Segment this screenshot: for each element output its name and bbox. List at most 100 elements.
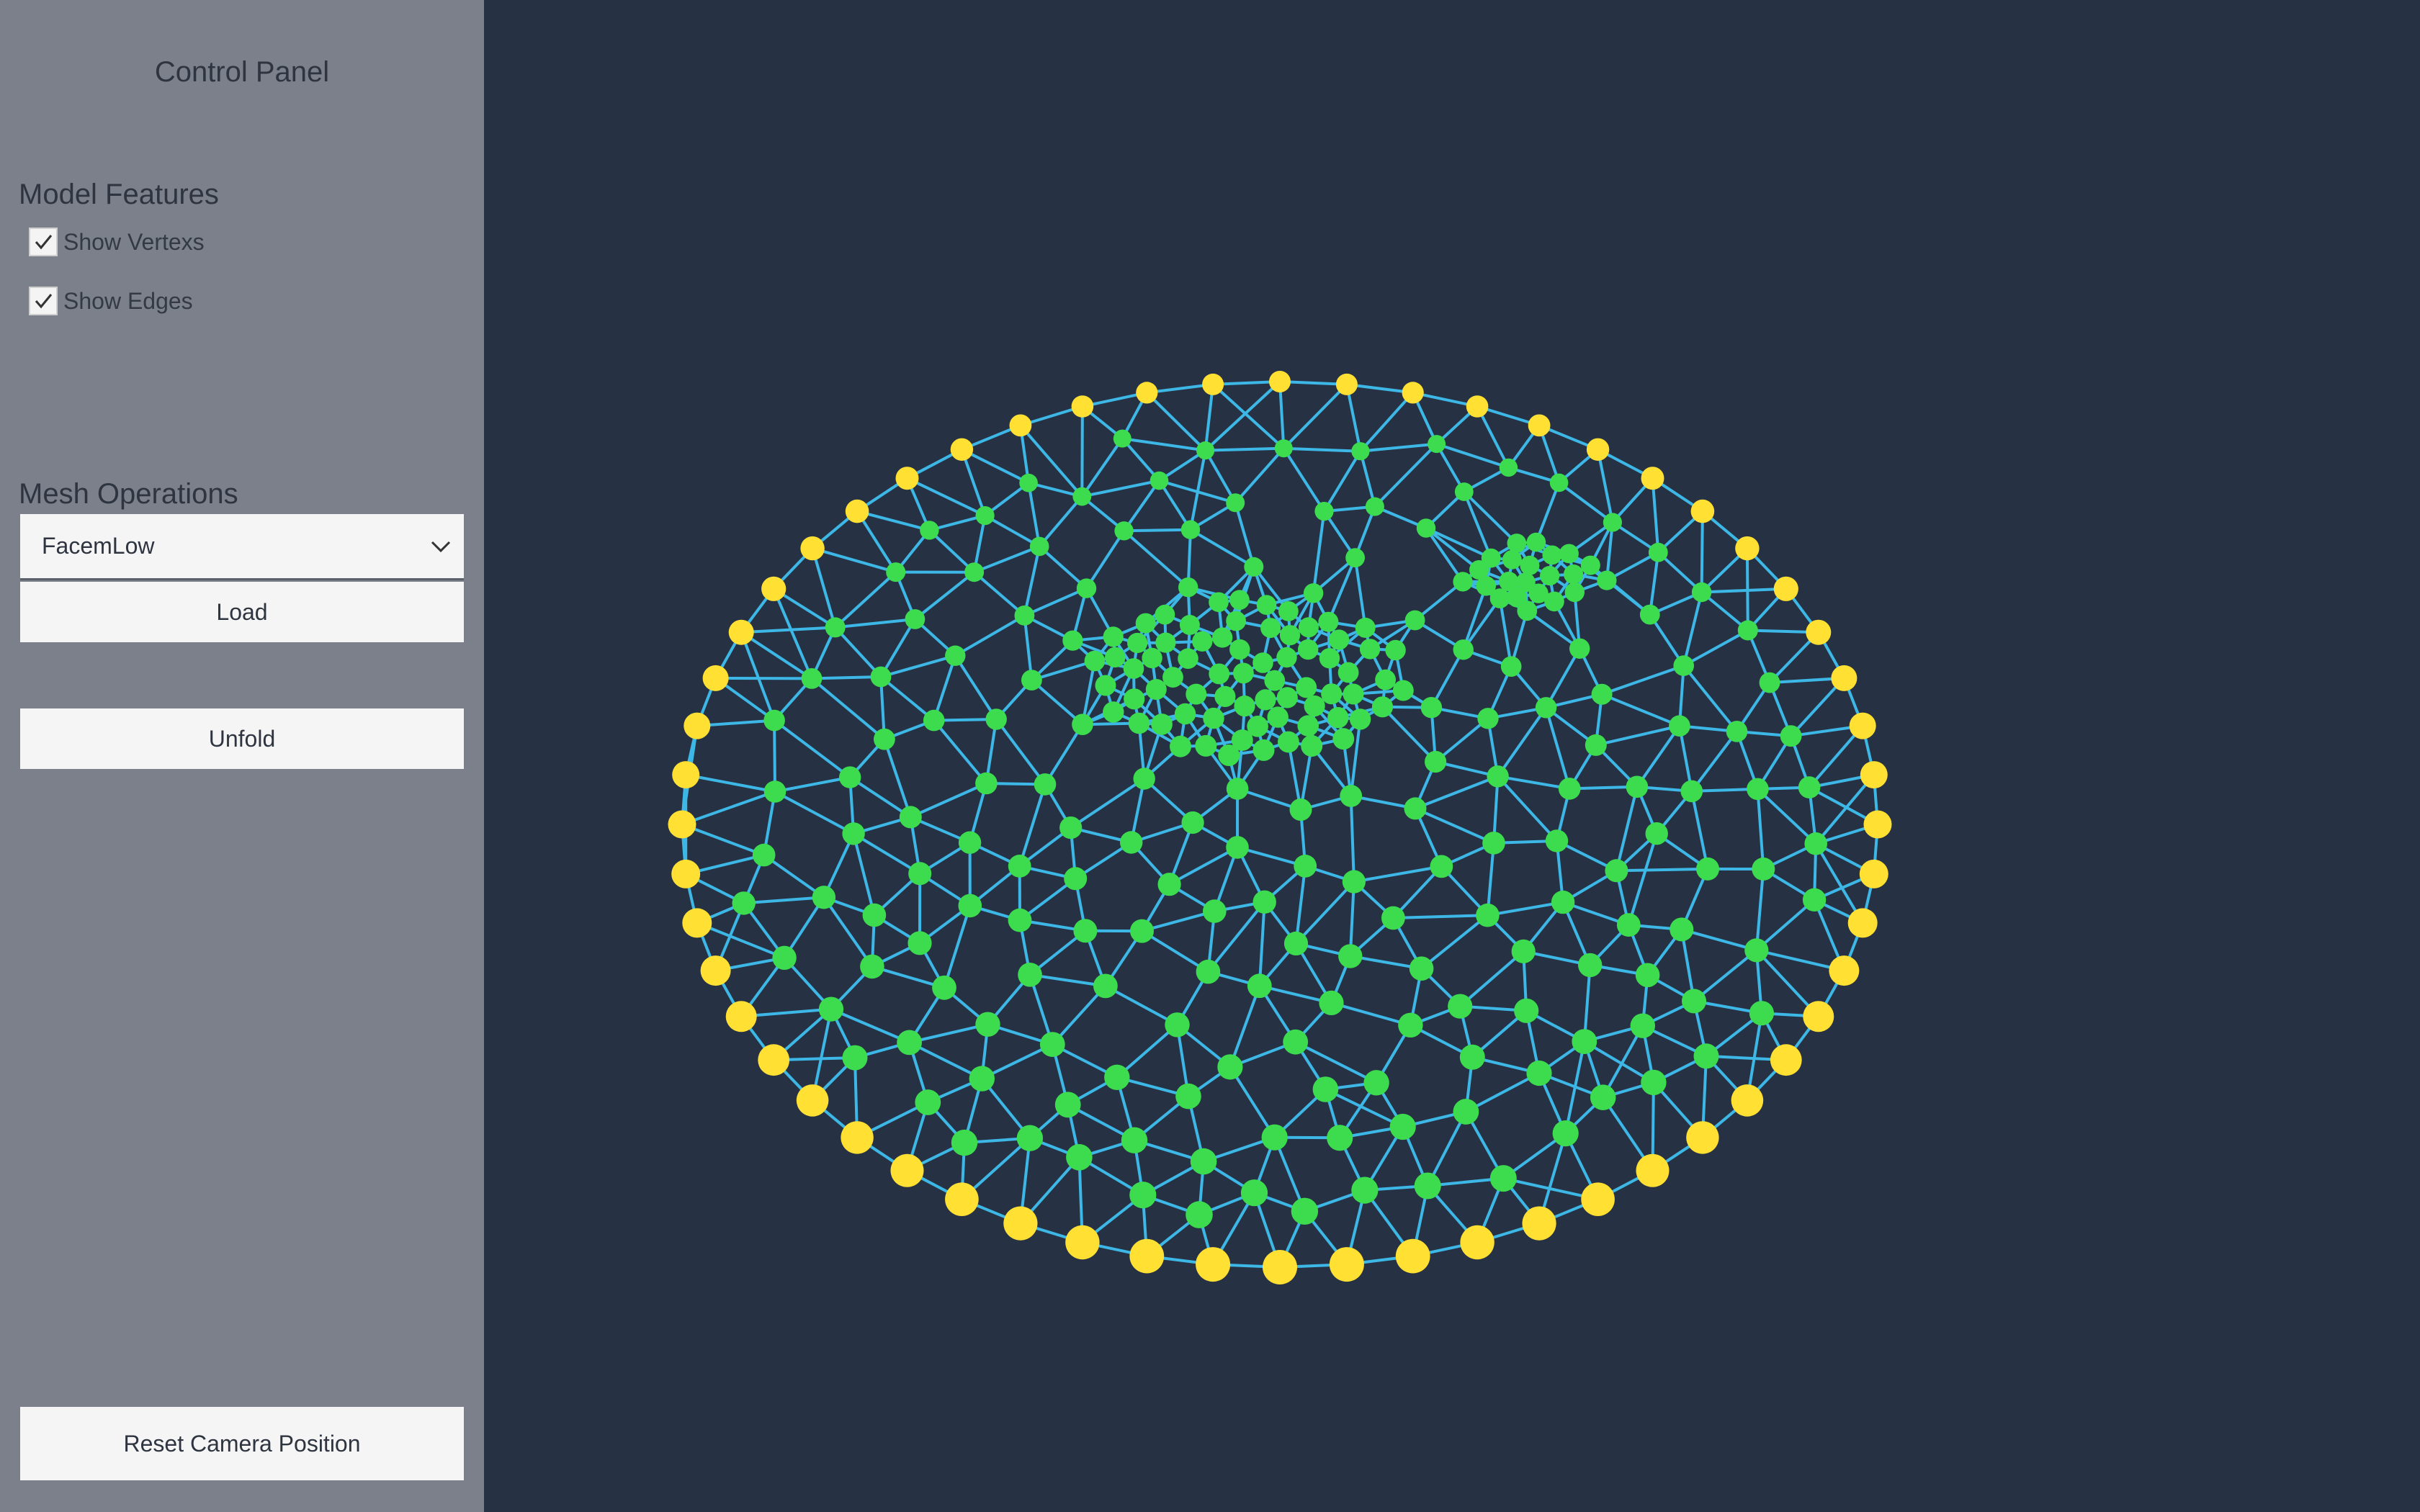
mesh-edge: [1544, 707, 1572, 789]
boundary-vertex: [950, 438, 974, 461]
mesh-edge: [835, 618, 915, 629]
inner-vertex: [1385, 639, 1406, 661]
load-button[interactable]: Load: [20, 582, 464, 642]
inner-vertex: [842, 822, 865, 845]
inner-vertex: [1170, 735, 1191, 757]
mesh-edge: [928, 528, 975, 574]
3d-viewport[interactable]: [484, 0, 2420, 1512]
mesh-edge: [910, 782, 987, 819]
mesh-edge: [1027, 482, 1041, 547]
mesh-edge: [1486, 842, 1495, 916]
inner-vertex: [818, 996, 844, 1022]
boundary-vertex: [1071, 395, 1094, 418]
boundary-vertex: [1402, 382, 1424, 404]
inner-vertex: [1155, 604, 1175, 625]
inner-vertex: [1430, 855, 1453, 878]
inner-vertex: [1217, 1054, 1243, 1080]
boundary-vertex: [800, 536, 825, 561]
inner-vertex: [1630, 1013, 1655, 1038]
inner-vertex: [1103, 626, 1124, 647]
mesh-select-dropdown[interactable]: FacemLow: [20, 514, 464, 580]
inner-vertex: [1572, 1029, 1597, 1054]
inner-vertex: [772, 945, 797, 971]
inner-vertex: [1489, 1165, 1517, 1192]
inner-vertex: [1226, 778, 1249, 800]
inner-vertex: [1349, 708, 1371, 730]
inner-vertex: [1318, 611, 1339, 632]
inner-vertex: [1327, 1125, 1353, 1151]
mesh-edge: [1458, 950, 1525, 1008]
show-edges-toggle[interactable]: Show Edges: [29, 284, 193, 318]
inner-vertex: [1365, 497, 1384, 516]
inner-vertex: [1174, 703, 1196, 725]
mesh-edge: [1157, 480, 1192, 531]
inner-vertex: [1416, 518, 1436, 538]
inner-vertex: [908, 931, 932, 955]
mesh-edge: [1168, 846, 1238, 886]
mesh-edge: [1544, 647, 1581, 708]
mesh-edge: [1757, 788, 1817, 845]
mesh-edge: [1295, 881, 1355, 945]
inner-vertex: [1514, 998, 1539, 1023]
mesh-edge: [1349, 796, 1355, 882]
mesh-edge: [954, 614, 1026, 657]
mesh-edge: [1237, 845, 1306, 868]
inner-vertex: [964, 562, 985, 582]
mesh-edge: [1425, 527, 1464, 583]
inner-vertex: [1029, 536, 1049, 557]
mesh-edge: [1360, 442, 1437, 453]
mesh-edge: [1204, 449, 1237, 504]
mesh-edge: [1497, 775, 1558, 842]
mesh-edge: [1205, 446, 1284, 452]
inner-vertex: [1114, 521, 1134, 541]
inner-vertex: [1066, 1144, 1093, 1171]
mesh-edge: [1601, 1025, 1644, 1099]
inner-vertex: [897, 1030, 922, 1056]
inner-vertex: [1233, 662, 1254, 684]
reset-camera-button[interactable]: Reset Camera Position: [20, 1407, 464, 1480]
boundary-vertex: [1773, 576, 1798, 601]
unfold-button[interactable]: Unfold: [20, 708, 464, 769]
show-vertexes-toggle[interactable]: Show Vertexs: [29, 225, 205, 259]
mesh-edge: [834, 571, 897, 629]
inner-vertex: [1371, 696, 1394, 718]
inner-vertex: [886, 562, 906, 582]
mesh-edge: [1349, 719, 1362, 796]
mesh-edge: [1682, 629, 1749, 667]
mesh-edge: [1425, 526, 1480, 572]
boundary-vertex: [796, 1084, 829, 1117]
inner-vertex: [1298, 617, 1319, 638]
inner-vertex: [920, 521, 939, 540]
inner-vertex: [1093, 973, 1118, 999]
mesh-edge: [1206, 901, 1266, 973]
mesh-edge: [960, 449, 987, 516]
show-vertexes-checkbox[interactable]: [29, 228, 58, 256]
inner-vertex: [1482, 832, 1505, 855]
mesh-edge: [1558, 481, 1614, 524]
mesh-edge: [1283, 446, 1361, 453]
mesh-render[interactable]: [484, 0, 2420, 1512]
mesh-edge: [1755, 899, 1816, 952]
inner-vertex: [1351, 1176, 1379, 1204]
inner-vertex: [923, 709, 945, 732]
inner-vertex: [1641, 1069, 1667, 1096]
inner-vertex: [958, 831, 982, 854]
show-edges-checkbox[interactable]: [29, 287, 58, 315]
inner-vertex: [1747, 778, 1769, 801]
mesh-edge: [685, 773, 776, 793]
inner-vertex: [1192, 631, 1213, 652]
mesh-edge: [906, 477, 986, 517]
inner-vertex: [1375, 669, 1396, 690]
inner-vertex: [1178, 577, 1198, 598]
mesh-edge: [1081, 479, 1160, 498]
boundary-vertex: [1831, 665, 1857, 691]
inner-vertex: [1018, 963, 1042, 987]
inner-vertex: [1511, 939, 1536, 963]
inner-vertex: [908, 862, 932, 886]
mesh-edge: [812, 546, 897, 574]
inner-vertex: [1409, 956, 1434, 981]
mesh-edge: [1282, 383, 1348, 450]
mesh-edge: [1353, 557, 1367, 629]
inner-vertex: [1059, 816, 1083, 840]
inner-vertex: [1196, 441, 1215, 460]
